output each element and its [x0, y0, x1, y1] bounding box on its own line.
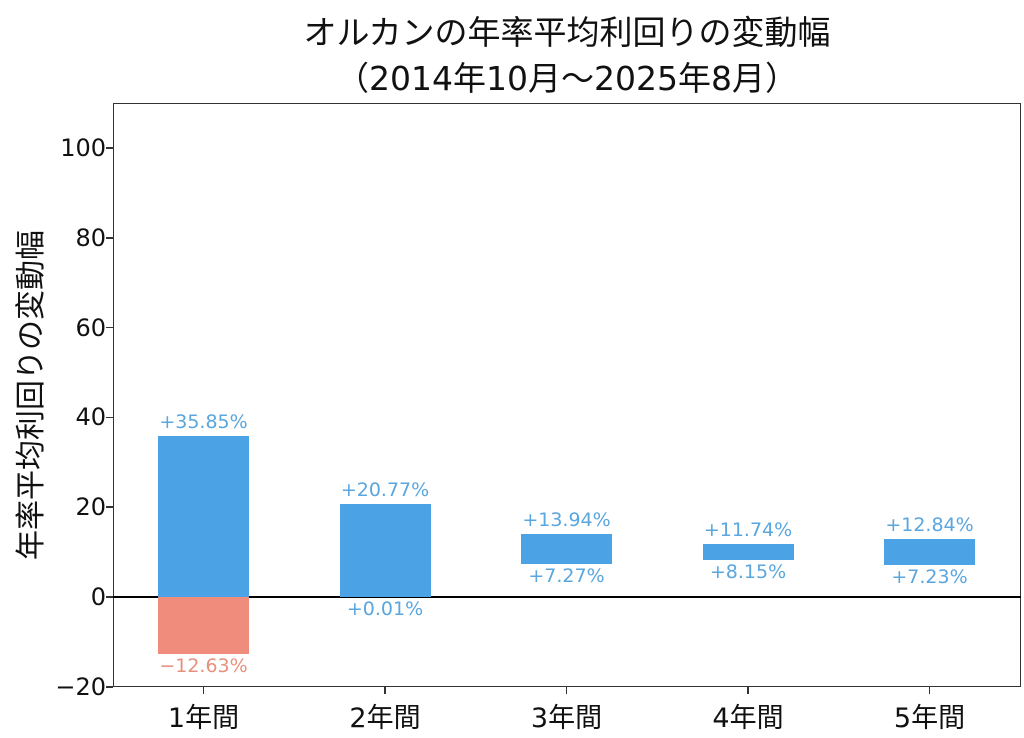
chart-title-line1: オルカンの年率平均利回りの変動幅 — [303, 13, 831, 52]
y-tick-mark — [106, 596, 113, 598]
y-tick-label: 40 — [75, 403, 106, 432]
x-tick-label: 1年間 — [167, 703, 240, 734]
chart-title-line2: （2014年10月～2025年8月） — [336, 59, 798, 98]
x-tick-label: 2年間 — [349, 703, 421, 734]
y-axis-label: 年率平均利回りの変動幅 — [14, 230, 49, 560]
y-tick-mark — [106, 416, 113, 419]
bar-min-label: +0.01% — [346, 597, 424, 620]
x-tick-mark — [747, 687, 749, 694]
bar-positive — [339, 503, 431, 597]
bar-positive — [158, 436, 249, 597]
y-tick-mark — [106, 237, 113, 239]
bar-max-label: +20.77% — [340, 478, 430, 501]
x-tick-label: 3年間 — [530, 703, 603, 734]
y-tick-mark — [106, 686, 113, 688]
bar-min-label: +8.15% — [709, 561, 787, 584]
bar-max-label: +12.84% — [885, 514, 974, 537]
y-tick-label: 100 — [60, 134, 106, 162]
x-tick-mark — [384, 687, 386, 694]
y-tick-mark — [106, 147, 113, 149]
x-tick-mark — [565, 687, 568, 694]
x-tick-label: 5年間 — [893, 703, 966, 734]
x-tick-label: 4年間 — [712, 703, 784, 734]
bar-min-label: +7.23% — [891, 565, 968, 588]
y-tick-label: −20 — [55, 672, 106, 701]
zero-line — [113, 596, 1021, 598]
bar-min-label: +7.27% — [528, 565, 605, 588]
y-tick-label: 60 — [75, 313, 106, 342]
bar-positive — [884, 539, 975, 565]
bar-min-label: −12.63% — [159, 654, 248, 677]
bar-max-label: +11.74% — [703, 519, 793, 542]
x-tick-mark — [928, 687, 931, 694]
y-tick-label: 20 — [75, 493, 106, 522]
bar-max-label: +35.85% — [159, 411, 248, 434]
y-tick-mark — [106, 506, 113, 508]
bar-max-label: +13.94% — [522, 509, 611, 532]
y-tick-label: 80 — [75, 223, 106, 252]
plot-area — [113, 103, 1021, 687]
bar-positive — [521, 534, 612, 565]
bar-positive — [702, 544, 794, 561]
bar-negative — [158, 597, 249, 654]
x-tick-mark — [202, 687, 205, 694]
y-tick-mark — [106, 326, 113, 329]
y-tick-label: 0 — [90, 583, 106, 611]
